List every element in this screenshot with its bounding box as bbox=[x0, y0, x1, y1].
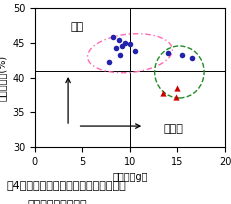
Text: 豆腐: 豆腐 bbox=[71, 22, 84, 32]
Point bbox=[175, 86, 179, 90]
Point bbox=[132, 50, 136, 53]
Point bbox=[107, 61, 110, 64]
Point bbox=[180, 54, 183, 57]
Y-axis label: タンパク質(%): タンパク質(%) bbox=[0, 54, 7, 101]
Point bbox=[120, 45, 124, 48]
Point bbox=[189, 57, 193, 60]
Point bbox=[113, 47, 117, 50]
Text: テンペ: テンペ bbox=[163, 124, 182, 134]
Point bbox=[118, 54, 122, 57]
Text: 围4　インドネシア産大豆の豆腐および: 围4 インドネシア産大豆の豆腐および bbox=[7, 180, 126, 190]
Point bbox=[173, 95, 177, 99]
Point bbox=[110, 36, 114, 39]
X-axis label: 百粒重（g）: 百粒重（g） bbox=[112, 172, 147, 182]
Point bbox=[123, 41, 127, 44]
Point bbox=[128, 43, 131, 46]
Text: テンペへの加工適性: テンペへの加工適性 bbox=[28, 200, 87, 204]
Point bbox=[116, 38, 120, 42]
Point bbox=[161, 91, 164, 94]
Point bbox=[165, 52, 169, 55]
